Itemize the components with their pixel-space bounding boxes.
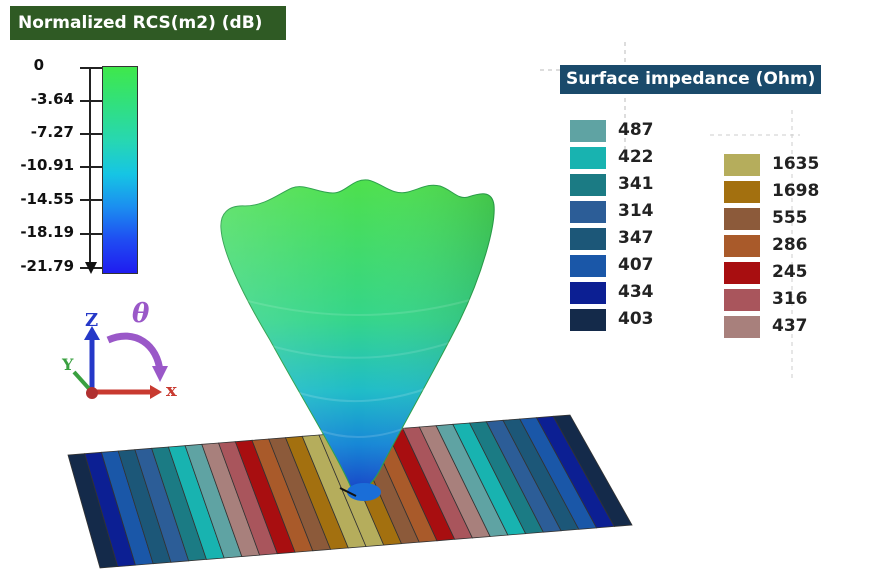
scale-label: -7.27	[30, 123, 74, 141]
rcs-scale-labels: 0 -3.64 -7.27 -10.91 -14.55 -18.19 -21.7…	[0, 50, 80, 280]
legend-value: 422	[618, 147, 654, 167]
legend-value: 347	[618, 228, 654, 248]
rcs-radiation-pattern	[220, 179, 495, 501]
legend-item: 245	[724, 260, 864, 286]
colorbar-min-marker	[85, 262, 97, 274]
legend-item: 316	[724, 287, 864, 313]
rcs-scale-title: Normalized RCS(m2) (dB)	[10, 6, 286, 40]
legend-item: 314	[570, 199, 710, 225]
legend-value: 434	[618, 282, 654, 302]
legend-swatch	[570, 174, 606, 196]
legend-swatch	[570, 120, 606, 142]
legend-item: 403	[570, 307, 710, 333]
legend-item: 487	[570, 118, 710, 144]
x-axis-label: x	[166, 380, 177, 401]
scale-label: -18.19	[20, 223, 74, 241]
legend-value: 316	[772, 289, 808, 309]
legend-swatch	[570, 309, 606, 331]
legend-item: 347	[570, 226, 710, 252]
legend-swatch	[570, 201, 606, 223]
scale-label: 0	[33, 56, 44, 74]
theta-label: θ	[132, 299, 150, 329]
legend-value: 314	[618, 201, 654, 221]
scale-label: -14.55	[20, 190, 74, 208]
legend-swatch	[724, 181, 760, 203]
theta-arc-arrow	[106, 332, 164, 373]
y-axis-label: Y	[61, 355, 74, 374]
axis-triad: Z Y x θ	[61, 299, 177, 401]
legend-item: 341	[570, 172, 710, 198]
legend-item: 286	[724, 233, 864, 259]
legend-swatch	[570, 147, 606, 169]
impedance-surface	[67, 414, 633, 569]
legend-swatch	[724, 208, 760, 230]
legend-item: 555	[724, 206, 864, 232]
legend-swatch	[570, 228, 606, 250]
legend-value: 487	[618, 120, 654, 140]
legend-value: 1698	[772, 181, 820, 201]
impedance-legend-title: Surface impedance (Ohm)	[560, 65, 822, 94]
legend-swatch	[724, 154, 760, 176]
legend-value: 407	[618, 255, 654, 275]
legend-swatch	[724, 289, 760, 311]
legend-swatch	[570, 255, 606, 277]
rcs-colorbar	[102, 66, 138, 274]
legend-item: 434	[570, 280, 710, 306]
legend-item: 1635	[724, 152, 864, 178]
legend-value: 286	[772, 235, 808, 255]
z-axis-label: Z	[85, 310, 98, 331]
colorbar-ticks	[80, 67, 102, 274]
legend-item: 407	[570, 253, 710, 279]
legend-item: 422	[570, 145, 710, 171]
legend-value: 403	[618, 309, 654, 329]
scale-label: -21.79	[20, 257, 74, 275]
impedance-strip	[552, 414, 633, 527]
legend-value: 245	[772, 262, 808, 282]
legend-swatch	[724, 235, 760, 257]
scale-label: -3.64	[30, 90, 74, 108]
legend-swatch	[724, 316, 760, 338]
legend-value: 341	[618, 174, 654, 194]
legend-item: 1698	[724, 179, 864, 205]
legend-value: 437	[772, 316, 808, 336]
legend-item: 437	[724, 314, 864, 340]
scale-label: -10.91	[20, 156, 74, 174]
legend-swatch	[570, 282, 606, 304]
legend-swatch	[724, 262, 760, 284]
legend-value: 1635	[772, 154, 820, 174]
legend-value: 555	[772, 208, 808, 228]
